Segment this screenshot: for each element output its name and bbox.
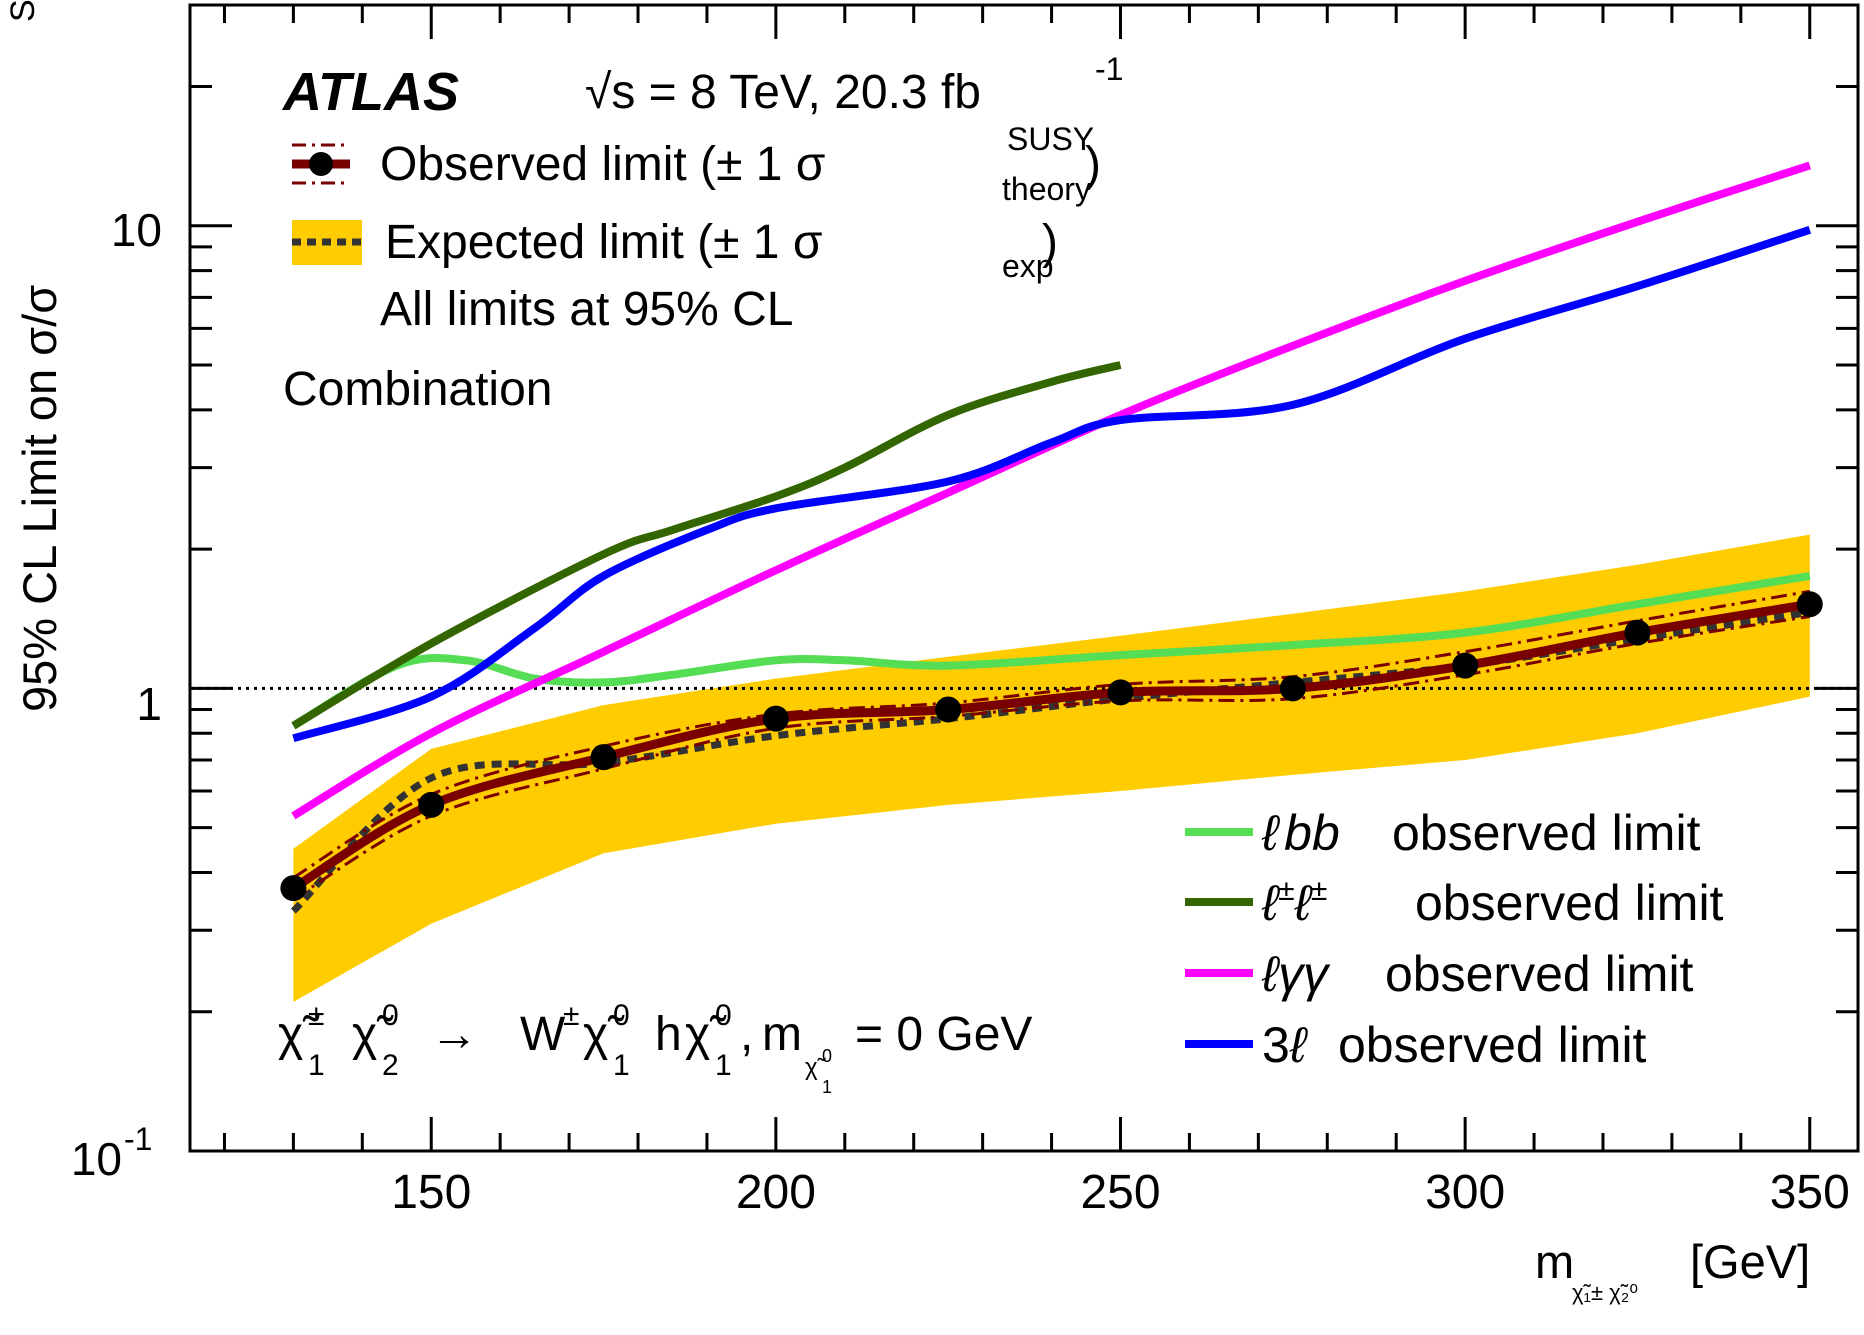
legend-observed: Observed limit (± 1 σ SUSY theory ) [292,121,1101,207]
legend-expected-sub: exp [1002,248,1054,284]
expected-band [293,534,1810,1002]
process-label: χ̃ ± 1 χ̃ 0 2 → W ± χ̃ 0 1 h χ̃ 0 1 , m … [278,999,1032,1097]
proc-chi3-sub: 1 [613,1049,630,1082]
proc-chi4-sub: 1 [715,1049,732,1082]
y-tick-label-10: 10 [111,204,162,256]
legend-expected-close: ) [1042,216,1058,269]
series-observed [291,599,1811,892]
proc-W-sup: ± [563,999,579,1032]
legend-cl-note: All limits at 95% CL [380,283,793,336]
observed-marker-275 [1279,675,1306,702]
energy-lumi-label: √s = 8 TeV, 20.3 fb [585,66,981,119]
series-theory_up [292,589,1811,879]
observed-markers-layer [280,591,1823,902]
proc-chi2-sub: 2 [382,1049,399,1082]
series-layer [290,161,1812,914]
legend-lgg-symbol: ℓγγ [1261,946,1331,1002]
proc-chi1-sub: 1 [308,1049,325,1082]
y-axis-title: 95% CL Limit on σ/σ SUSY [4,0,66,712]
x-axis-title-m: m [1535,1235,1574,1288]
proc-W: W [520,1008,566,1061]
legend-observed-label: Observed limit (± 1 σ [380,138,825,191]
combination-label: Combination [283,363,552,416]
y-tick-label-01-base: 10 [71,1133,122,1185]
proc-chi3-sup: 0 [613,999,630,1032]
y-tick-label-01-exp: -1 [124,1121,152,1157]
legend-observed-sup: SUSY [1007,121,1094,157]
proc-chi1-sup: ± [308,999,324,1032]
legend-obs-marker [309,152,333,176]
lumi-exponent: -1 [1095,51,1123,87]
legend-lgg-label: observed limit [1385,946,1694,1002]
legend-expected: Expected limit (± 1 σ exp ) [292,216,1058,284]
x-tick-label-150: 150 [391,1166,471,1219]
x-tick-label-200: 200 [736,1166,816,1219]
series-l3 [292,225,1812,743]
observed-marker-200 [762,705,789,732]
x-axis-title-sub: χ̃₁± χ̃₂⁰ [1572,1280,1638,1305]
plot-frame [188,3,1860,1153]
observed-marker-350 [1796,591,1823,618]
legend-l3-symbol: 3ℓ [1262,1017,1308,1073]
proc-m-sub-sub: 1 [822,1077,832,1097]
observed-marker-130 [280,875,307,902]
y-axis-title-sup: SUSY [4,0,42,22]
proc-arrow: → [430,1008,478,1061]
observed-marker-325 [1624,619,1651,646]
x-tick-label-350: 350 [1770,1166,1850,1219]
y-tick-label-1: 1 [136,678,162,730]
legend-lbb-symbol: ℓ bb [1261,805,1340,861]
x-axis-title-unit: [GeV] [1690,1235,1810,1288]
axis-ticks [190,3,1858,1153]
expected-band-layer [293,534,1810,1002]
series-theory_down [292,615,1811,901]
proc-h: h [655,1008,682,1061]
x-tick-labels: 150 200 250 300 350 [391,1166,1850,1219]
x-tick-label-300: 300 [1425,1166,1505,1219]
observed-marker-250 [1107,679,1134,706]
y-tick-label-01: 10 [71,1133,122,1185]
y-axis-title-text: 95% CL Limit on σ/σ [13,285,66,712]
legend-ll-label: observed limit [1415,875,1724,931]
series-ll [291,361,1122,730]
proc-chi2-sup: 0 [382,999,399,1032]
observed-marker-175 [590,744,617,771]
legend-observed-sub: theory [1002,171,1091,207]
legend-lbb-label: observed limit [1392,805,1701,861]
proc-chi4-sup: 0 [715,999,732,1032]
observed-marker-300 [1452,652,1479,679]
proc-m-sub-sup: 0 [822,1046,832,1066]
proc-eq: = 0 GeV [855,1008,1032,1061]
proc-m: m [762,1008,802,1061]
observed-marker-150 [418,791,445,818]
legend-expected-label: Expected limit (± 1 σ [385,216,822,269]
x-axis-title: m χ̃₁± χ̃₂⁰ [GeV] [1535,1235,1810,1305]
series-lbb [291,571,1811,730]
x-tick-label-250: 250 [1080,1166,1160,1219]
legend-l3-label: observed limit [1338,1017,1647,1073]
proc-comma: , [740,1008,753,1061]
legend-channels: ℓ bb observed limit ℓ±ℓ± observed limit ℓ… [1185,805,1724,1073]
legend-observed-close: ) [1085,138,1101,191]
observed-marker-225 [935,696,962,723]
legend-ll-symbol: ℓ±ℓ± [1261,874,1327,931]
atlas-label: ATLAS [281,62,459,122]
